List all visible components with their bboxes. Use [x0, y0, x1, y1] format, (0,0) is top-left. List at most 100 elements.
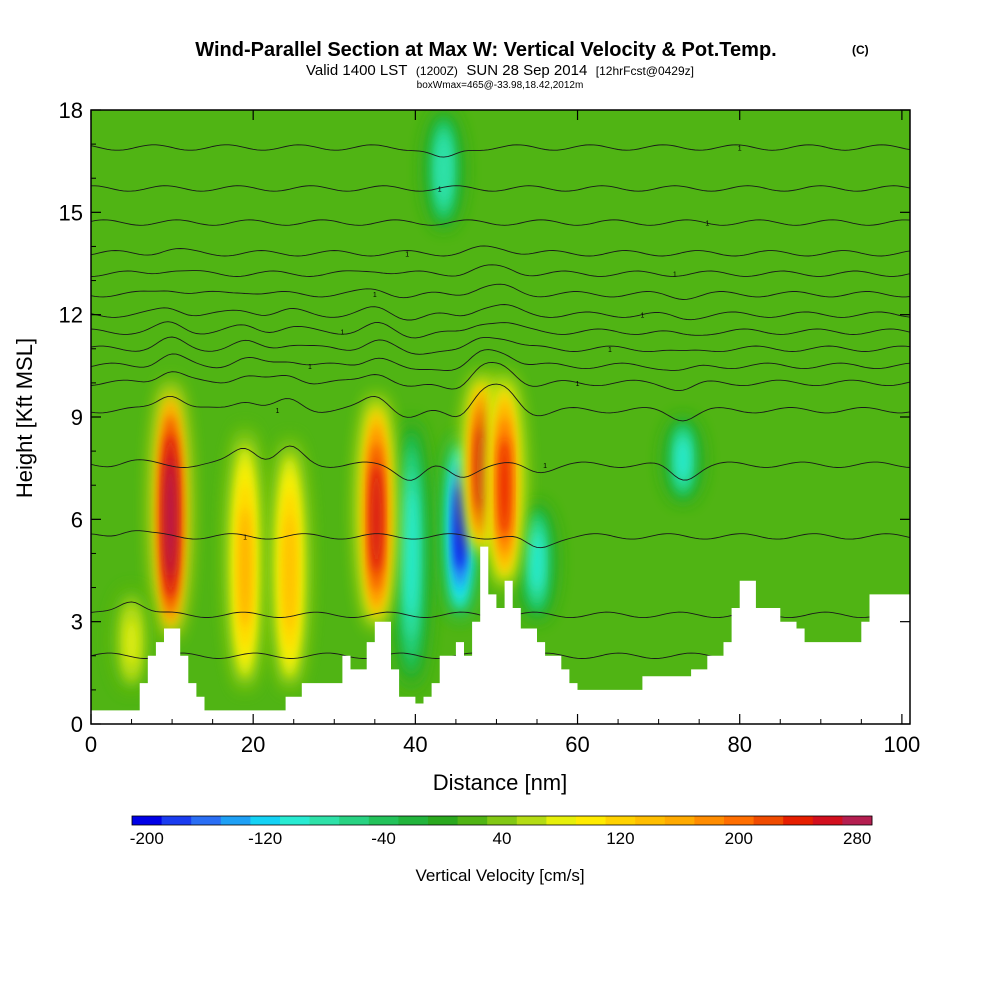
velocity-field	[113, 110, 702, 690]
isentrope-label: 1	[373, 292, 377, 299]
colorbar-swatch	[161, 816, 192, 825]
y-tick-label: 0	[71, 712, 83, 737]
colorbar-swatch	[724, 816, 754, 825]
isentrope-label: 1	[340, 330, 344, 337]
colorbar-tick-label: -40	[371, 829, 396, 848]
isentrope-label: 1	[308, 364, 312, 371]
downdraft-core-1	[392, 419, 430, 688]
colorbar-swatch	[576, 816, 606, 825]
x-tick-label: 60	[565, 732, 589, 757]
isentrope-label: 1	[243, 534, 247, 541]
colorbar-tick-label: -200	[130, 829, 164, 848]
isentrope-line	[91, 245, 910, 257]
y-tick-label: 6	[71, 507, 83, 532]
core-band	[677, 440, 688, 479]
x-tick-label: 100	[884, 732, 921, 757]
colorbar-swatch	[487, 816, 518, 825]
isentrope-label: 1	[276, 408, 280, 415]
isentrope-label: 1	[673, 272, 677, 279]
chart-title-mark: (C)	[852, 43, 869, 57]
core-band	[499, 438, 510, 537]
chart-subtitle-2: boxWmax=465@-33.98,18.42,2012m	[417, 80, 584, 91]
axes: 0 20 40 60 80 100 0 3 6 9 12 15 18	[59, 98, 921, 757]
colorbar-tick-label: 200	[725, 829, 753, 848]
subtitle-forecast: [12hrFcst@0429z]	[596, 64, 694, 78]
isentrope-label: 1	[640, 313, 644, 320]
y-tick-label: 3	[71, 610, 83, 635]
colorbar-tick-label: 40	[493, 829, 512, 848]
isentrope-line	[91, 383, 910, 422]
core-band	[454, 485, 465, 571]
colorbar-swatch	[457, 816, 488, 825]
isentrope-label: 1	[438, 186, 442, 193]
core-band	[531, 535, 542, 589]
isentrope-label: 1	[576, 381, 580, 388]
colorbar-swatch	[842, 816, 873, 825]
isentrope-line	[91, 283, 910, 300]
core-band	[406, 492, 417, 615]
isentrope-line	[91, 361, 910, 392]
colorbar-swatch	[812, 816, 843, 825]
plot-area: 1 1 1 1 1 1 1 1 1 1 1 1 1 1	[91, 110, 910, 724]
y-tick-label: 12	[59, 303, 83, 328]
y-axis-label: Height [Kft MSL]	[12, 338, 37, 498]
chart-subtitle: Valid 1400 LST (1200Z) SUN 28 Sep 2014 […	[306, 62, 694, 79]
y-tick-label: 18	[59, 98, 83, 123]
isentrope-label: 1	[608, 347, 612, 354]
isentrope-line	[91, 336, 910, 355]
x-tick-label: 20	[241, 732, 265, 757]
y-tick-label: 15	[59, 200, 83, 225]
isentrope-line	[91, 219, 910, 226]
isentrope-line	[91, 530, 910, 549]
colorbar-swatch	[309, 816, 340, 825]
isentrope-line	[91, 264, 910, 277]
isentrope-line	[91, 445, 910, 481]
x-axis-label: Distance [nm]	[433, 770, 568, 795]
x-tick-label: 80	[727, 732, 751, 757]
terrain-mask	[91, 546, 910, 724]
core-band	[165, 458, 176, 577]
colorbar-swatch	[191, 816, 222, 825]
subtitle-utc: (1200Z)	[416, 64, 458, 78]
core-band	[284, 514, 295, 630]
core-band	[438, 142, 449, 197]
colorbar-swatch	[368, 816, 399, 825]
colorbar-swatch	[694, 816, 725, 825]
colorbar-swatch	[783, 816, 814, 825]
updraft-core-5	[486, 372, 523, 588]
chart-title: Wind-Parallel Section at Max W: Vertical…	[195, 39, 776, 61]
colorbar-tick-label: -120	[248, 829, 282, 848]
colorbar-label: Vertical Velocity [cm/s]	[415, 866, 584, 885]
colorbar-swatch	[132, 816, 162, 825]
downdraft-core-2	[518, 503, 556, 621]
colorbar-swatch	[339, 816, 370, 825]
colorbar-swatch	[664, 816, 695, 825]
colorbar-tick-label: 120	[606, 829, 634, 848]
isentrope-label: 1	[543, 463, 547, 470]
downdraft-core-4	[425, 110, 463, 229]
colorbar-swatch	[635, 816, 666, 825]
isentrope-line	[91, 321, 910, 339]
core-band	[476, 427, 487, 511]
colorbar-swatch	[220, 816, 251, 825]
updraft-core-0	[152, 379, 189, 639]
subtitle-date: SUN 28 Sep 2014	[466, 62, 587, 79]
x-tick-label: 40	[403, 732, 427, 757]
subtitle-main: Valid 1400 LST	[306, 62, 407, 79]
colorbar-swatch	[280, 816, 310, 825]
colorbar-swatch	[546, 816, 577, 825]
updraft-core-2	[271, 437, 309, 690]
core-band	[240, 507, 251, 628]
colorbar-frame	[131, 815, 873, 826]
core-band	[371, 464, 382, 573]
colorbar-tick-label: 280	[843, 829, 871, 848]
colorbar-swatch	[428, 816, 458, 825]
isentrope-label: 1	[705, 221, 709, 228]
downdraft-core-3	[664, 417, 702, 502]
isentrope-label: 1	[738, 146, 742, 153]
updraft-core-3	[358, 393, 395, 629]
colorbar-swatch	[398, 816, 429, 825]
y-tick-label: 9	[71, 405, 83, 430]
isentrope-line	[91, 144, 910, 158]
